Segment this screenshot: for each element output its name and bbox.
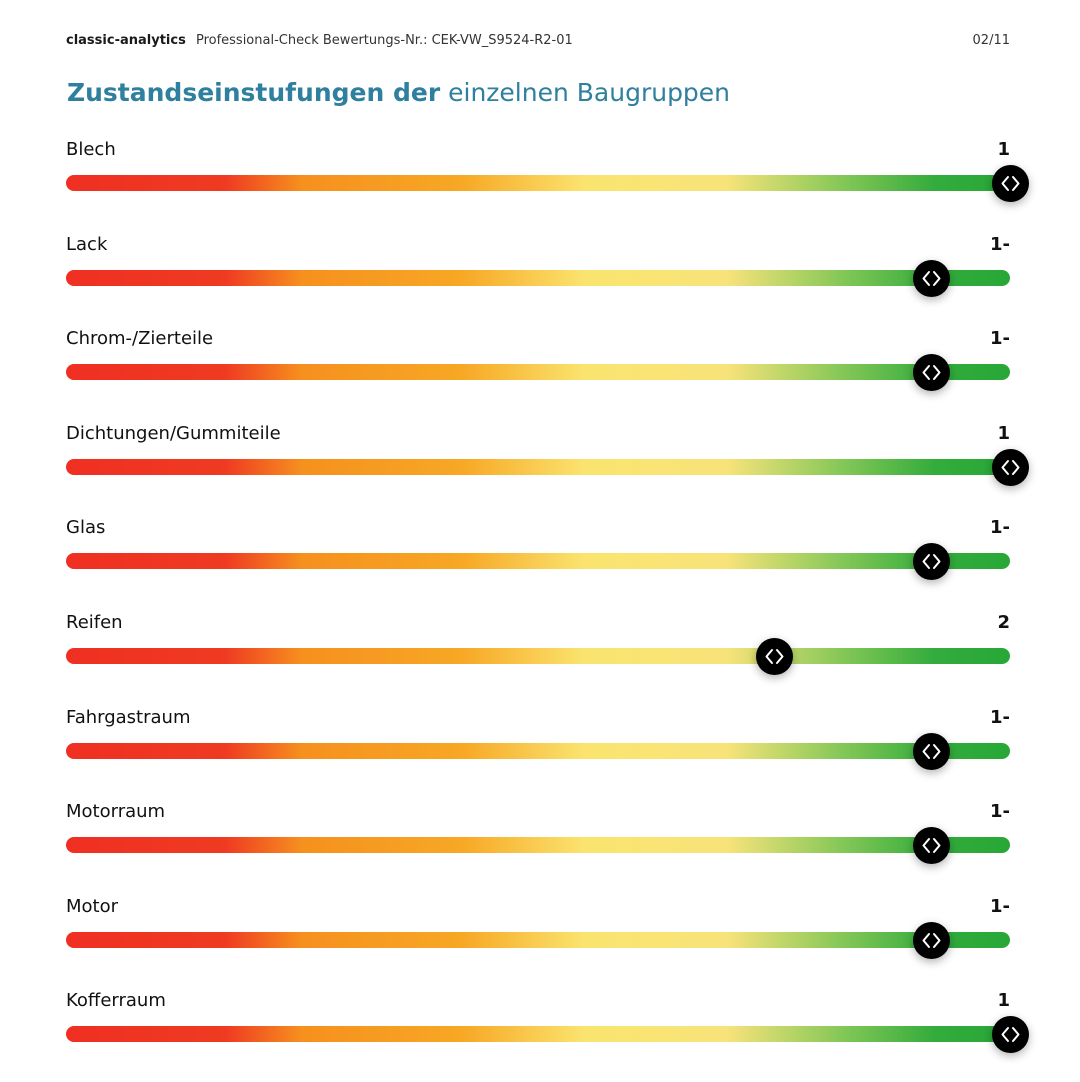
rating-slider-handle[interactable] [991, 165, 1029, 202]
rating-grade: 1- [990, 233, 1010, 255]
rating-slider-track[interactable] [66, 364, 1010, 381]
rating-slider-handle[interactable] [913, 354, 951, 392]
rating-slider-handle[interactable] [913, 827, 951, 865]
rating-slider-track[interactable] [66, 458, 1010, 475]
rating-row: Dichtungen/Gummiteile 1 [66, 420, 1029, 515]
rating-row: Motorraum 1- [66, 798, 1010, 893]
rating-slider-track[interactable] [66, 837, 1010, 854]
rating-row: Kofferraum 1 [66, 987, 1029, 1082]
rating-label: Lack [66, 233, 108, 255]
rating-label: Dichtungen/Gummiteile [66, 422, 281, 444]
rating-label: Reifen [66, 611, 123, 633]
brand-name: classic-analytics [66, 33, 186, 48]
rating-grade: 1 [997, 139, 1010, 160]
report-id: Professional-Check Bewertungs-Nr.: CEK-V… [195, 33, 573, 48]
rating-label: Glas [66, 517, 106, 539]
rating-slider-track[interactable] [66, 647, 1010, 664]
rating-slider-handle[interactable] [913, 921, 951, 959]
rating-label: Fahrgastraum [66, 706, 191, 728]
rating-slider-handle[interactable] [913, 259, 951, 297]
rating-slider-handle[interactable] [755, 637, 793, 675]
rating-slider-track[interactable] [66, 553, 1010, 570]
rating-slider-track[interactable] [66, 1026, 1010, 1043]
rating-label: Blech [66, 139, 116, 160]
rating-grade: 1- [990, 706, 1010, 728]
rating-slider-track[interactable] [66, 931, 1010, 948]
rating-grade: 1- [990, 517, 1010, 539]
rating-list: Blech 1 Lack 1- Chrom-/Zierteile 1- Dichtungen… [66, 136, 1029, 1082]
rating-grade: 1- [990, 328, 1010, 350]
rating-row: Motor 1- [66, 893, 1010, 988]
rating-row: Lack 1- [66, 231, 1010, 326]
rating-row: Reifen 2 [66, 609, 1010, 704]
rating-label: Motorraum [66, 801, 166, 823]
rating-grade: 1- [990, 801, 1010, 823]
rating-label: Motor [66, 895, 119, 917]
rating-row: Chrom-/Zierteile 1- [66, 325, 1010, 420]
rating-grade: 1 [997, 422, 1010, 444]
rating-grade: 1- [990, 895, 1010, 917]
rating-grade: 2 [997, 611, 1010, 633]
rating-row: Blech 1 [66, 136, 1029, 231]
page-title-rest: einzelnen Baugruppen [440, 78, 731, 107]
rating-label: Kofferraum [66, 990, 166, 1012]
rating-slider-handle[interactable] [991, 448, 1029, 486]
rating-slider-handle[interactable] [991, 1016, 1029, 1054]
rating-slider-handle[interactable] [913, 732, 951, 770]
report-header: classic-analytics Professional-Check Bew… [66, 32, 1010, 50]
page-title: Zustandseinstufungen der einzelnen Baugr… [67, 76, 730, 110]
rating-row: Fahrgastraum 1- [66, 704, 1010, 799]
rating-row: Glas 1- [66, 514, 1010, 609]
rating-slider-handle[interactable] [913, 543, 951, 581]
rating-slider-track[interactable] [66, 742, 1010, 759]
rating-grade: 1 [997, 990, 1010, 1012]
rating-slider-track[interactable] [66, 175, 1010, 191]
page-number: 02/11 [972, 33, 1010, 48]
rating-slider-track[interactable] [66, 269, 1010, 286]
rating-label: Chrom-/Zierteile [66, 328, 214, 350]
page-title-strong: Zustandseinstufungen der [67, 78, 441, 107]
